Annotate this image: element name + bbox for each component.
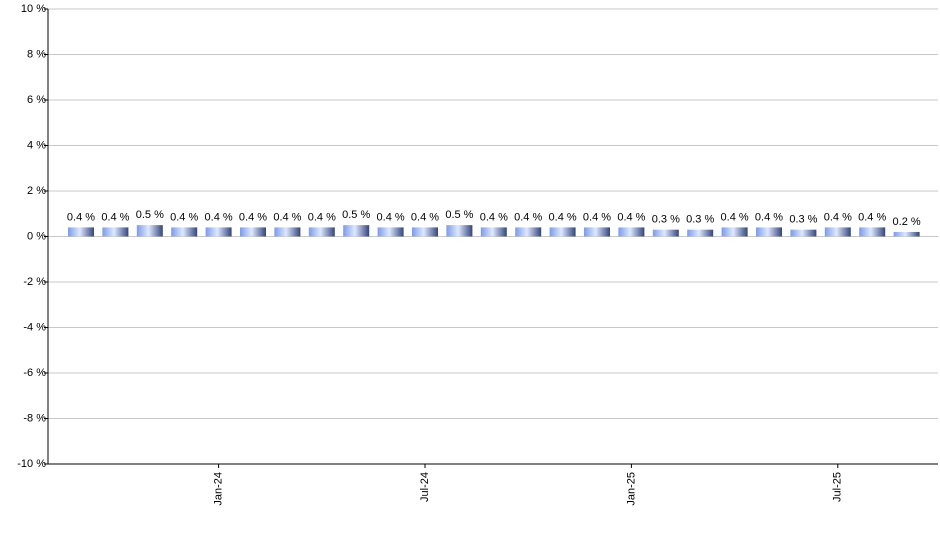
bar [274,227,301,237]
data-label: 0.4 % [480,211,508,223]
data-label: 0.4 % [411,211,439,223]
bar [618,227,645,237]
bar [136,225,163,237]
bar [412,227,438,237]
data-label: 0.3 % [652,214,680,226]
y-tick-label: 8 % [27,48,46,60]
data-label: 0.5 % [136,209,164,221]
data-label: 0.4 % [67,211,95,223]
bar [652,229,679,237]
data-label: 0.4 % [514,211,542,223]
data-label: 0.3 % [686,214,714,226]
bar [446,225,473,237]
y-tick-label: 0 % [27,230,46,242]
data-label: 0.4 % [549,211,577,223]
y-tick-label: -10 % [17,458,46,470]
data-label: 0.5 % [342,209,370,221]
bar [480,227,507,237]
data-label: 0.4 % [308,211,336,223]
x-tick-label: Jul-24 [419,472,431,502]
data-label: 0.4 % [721,211,749,223]
bar [240,227,266,237]
bar [515,227,542,237]
data-label: 0.2 % [893,216,921,228]
data-label: 0.4 % [755,211,783,223]
data-label: 0.4 % [170,211,198,223]
bar [68,227,94,237]
data-label: 0.4 % [617,211,645,223]
bar [721,227,748,237]
data-label: 0.4 % [824,211,852,223]
data-label: 0.4 % [239,211,267,223]
bar [756,227,782,237]
data-label: 0.5 % [445,209,473,221]
bar [205,227,232,237]
data-label: 0.3 % [789,214,817,226]
x-tick-label: Jan-24 [213,472,225,506]
x-tick-label: Jul-25 [832,472,844,502]
bar [377,227,404,237]
bar [859,227,886,237]
y-tick-label: 2 % [27,185,46,197]
y-tick-label: -6 % [23,367,46,379]
data-label: 0.4 % [205,211,233,223]
data-label: 0.4 % [377,211,405,223]
y-tick-label: 10 % [21,3,46,15]
data-label: 0.4 % [273,211,301,223]
bar [687,229,714,237]
data-label: 0.4 % [583,211,611,223]
y-tick-label: -2 % [23,276,46,288]
bar [584,227,610,237]
y-tick-label: 4 % [27,139,46,151]
bar [308,227,335,237]
bar [549,227,576,237]
data-label: 0.4 % [858,211,886,223]
data-label: 0.4 % [101,211,129,223]
y-tick-label: -4 % [23,321,46,333]
bar [893,231,920,237]
bar [171,227,198,237]
bar [102,227,129,237]
bar [824,227,851,237]
x-tick-label: Jan-25 [625,472,637,506]
y-tick-label: -8 % [23,412,46,424]
bar [343,225,370,237]
bar [790,229,817,237]
y-tick-label: 6 % [27,94,46,106]
